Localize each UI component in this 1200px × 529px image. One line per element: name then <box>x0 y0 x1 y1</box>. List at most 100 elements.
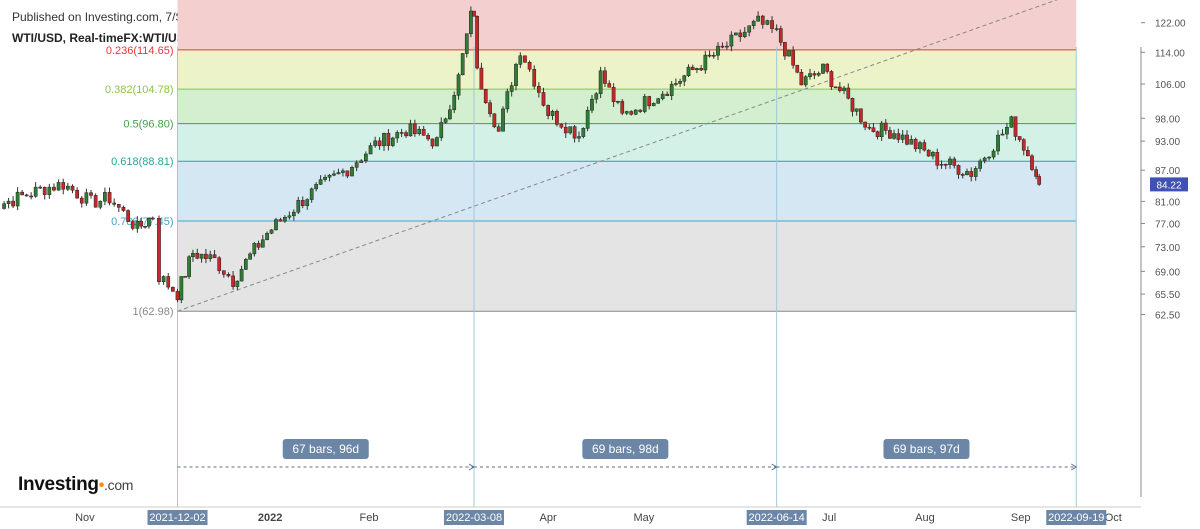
candle-down <box>426 135 430 140</box>
candle-down <box>386 132 391 146</box>
fib-level-label: 0.5(96.80) <box>123 119 173 131</box>
candle-down <box>421 128 426 136</box>
trend-line <box>177 0 1058 312</box>
candle-up <box>443 118 448 123</box>
candle-up <box>296 200 301 213</box>
candle-down <box>29 195 34 198</box>
candle-down <box>738 32 743 37</box>
candle-down <box>799 71 804 86</box>
candle-up <box>518 55 523 65</box>
candle-down <box>541 92 546 106</box>
candle-up <box>879 122 884 138</box>
candle-up <box>448 109 452 120</box>
candle-down <box>121 207 126 211</box>
candle-up <box>616 101 620 103</box>
candle-up <box>711 54 716 57</box>
candle-up <box>103 192 107 202</box>
candle-up <box>283 216 287 222</box>
candle-down <box>226 274 231 277</box>
candle-down <box>883 122 888 131</box>
fib-level-label: 1(62.98) <box>133 306 174 318</box>
time-tick-label: Feb <box>360 512 379 524</box>
time-tick-label: Jul <box>822 512 836 524</box>
candle-down <box>496 126 501 132</box>
candle-down <box>52 186 56 191</box>
candle-down <box>221 270 226 275</box>
candle-up <box>318 179 323 185</box>
candle-up <box>842 87 846 91</box>
cycle-label: 69 bars, 97d <box>893 442 960 456</box>
candle-down <box>546 105 550 116</box>
candle-down <box>952 158 957 166</box>
price-tick-label: 65.50 <box>1155 290 1180 301</box>
candle-down <box>833 86 838 89</box>
candle-up <box>417 128 422 135</box>
candle-up <box>252 243 257 255</box>
candle-down <box>875 131 880 138</box>
candle-down <box>399 132 404 134</box>
candle-up <box>651 103 656 107</box>
candle-up <box>716 45 720 56</box>
candle-up <box>854 108 859 112</box>
candle-up <box>900 134 905 140</box>
candle-down <box>93 195 98 208</box>
date-marker-box <box>1046 510 1107 525</box>
candle-up <box>598 70 603 94</box>
candle-down <box>171 286 175 292</box>
candle-up <box>452 95 457 111</box>
candle-down <box>629 111 634 115</box>
candle-up <box>456 74 461 96</box>
candle-up <box>243 259 248 270</box>
candle-up <box>287 215 292 218</box>
candle-down <box>38 186 43 189</box>
candle-down <box>42 187 47 195</box>
candle-up <box>909 139 914 145</box>
cycle-label-box <box>883 439 970 459</box>
candle-up <box>265 233 269 241</box>
candle-up <box>56 182 61 191</box>
candle-down <box>11 200 15 207</box>
candle-down <box>24 194 29 197</box>
cycle-label-box <box>282 439 369 459</box>
investing-logo: Investing•.com <box>18 474 134 495</box>
candle-down <box>89 192 93 196</box>
candle-down <box>130 221 135 229</box>
candle-up <box>729 34 734 47</box>
candle-up <box>6 200 11 204</box>
candle-up <box>918 142 922 150</box>
candle-up <box>674 83 678 85</box>
candle-down <box>871 127 876 132</box>
candle-down <box>231 275 235 287</box>
candle-down <box>107 192 112 204</box>
candle-down <box>707 54 712 57</box>
price-tick-label: 87.00 <box>1155 166 1180 177</box>
candle-up <box>350 167 354 177</box>
candle-down <box>61 182 66 190</box>
candle-down <box>475 16 479 69</box>
price-tick-label: 73.00 <box>1155 243 1180 254</box>
candle-up <box>395 132 400 139</box>
candle-down <box>720 45 725 48</box>
price-tick-label: 122.00 <box>1155 19 1186 30</box>
candle-down <box>638 109 643 112</box>
candle-up <box>931 152 935 157</box>
candle-up <box>464 33 469 54</box>
candle-up <box>191 252 195 258</box>
candle-up <box>47 186 52 195</box>
candle-up <box>187 256 191 277</box>
candle-down <box>150 217 155 220</box>
candle-up <box>505 91 510 110</box>
candle-down <box>960 174 965 176</box>
candle-down <box>430 138 435 147</box>
candle-down <box>603 70 607 84</box>
candle-up <box>682 75 687 82</box>
candle-up <box>1009 116 1014 128</box>
candle-up <box>235 280 240 287</box>
cycle-label: 67 bars, 96d <box>292 442 359 456</box>
candle-down <box>204 253 208 259</box>
candle-up <box>585 109 590 129</box>
time-tick-label: Apr <box>540 512 557 524</box>
candle-up <box>669 83 674 96</box>
fib-band <box>177 49 1077 90</box>
